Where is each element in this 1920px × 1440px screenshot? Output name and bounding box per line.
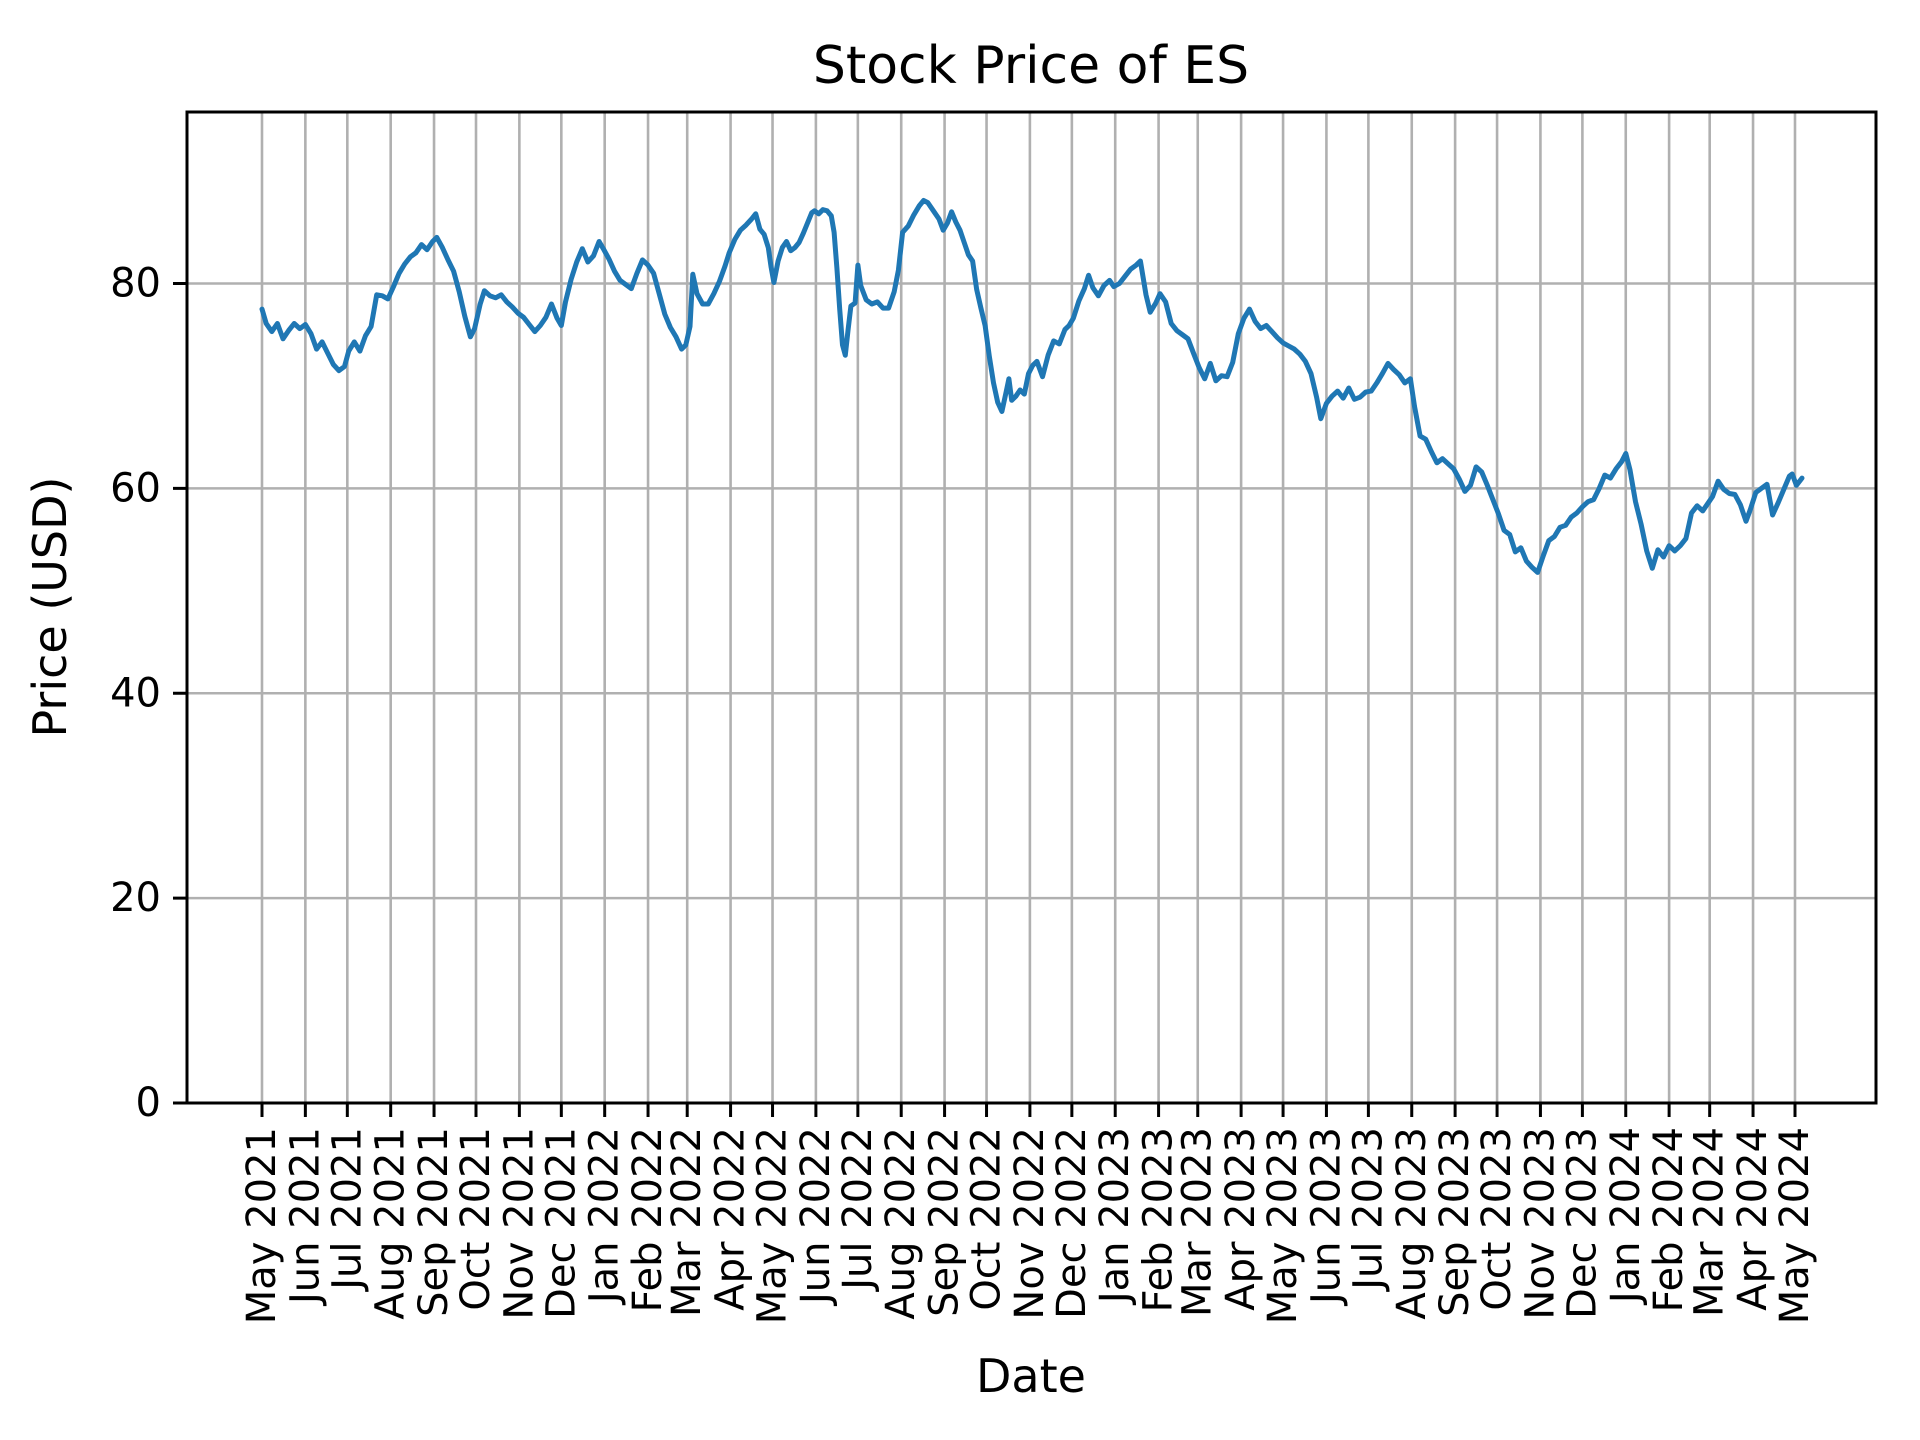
x-tick-label: Sep 2022 <box>922 1127 968 1317</box>
y-tick-label: 20 <box>110 875 161 921</box>
x-tick-label: Mar 2023 <box>1175 1127 1221 1317</box>
axes-layer <box>173 110 1878 1117</box>
x-tick-label: Apr 2023 <box>1218 1127 1264 1311</box>
y-tick-label: 60 <box>110 465 161 511</box>
x-tick-label: Jul 2021 <box>324 1127 370 1293</box>
x-tick-label: Aug 2021 <box>368 1127 414 1320</box>
x-tick-label: May 2024 <box>1772 1127 1818 1324</box>
x-tick-label: Jul 2023 <box>1345 1127 1391 1293</box>
x-tick-label: Jun 2021 <box>282 1127 328 1307</box>
x-tick-label: Dec 2022 <box>1049 1127 1095 1319</box>
x-tick-label: May 2021 <box>239 1127 285 1324</box>
x-tick-label: Feb 2023 <box>1136 1127 1182 1312</box>
x-tick-label: Oct 2022 <box>964 1127 1010 1311</box>
x-tick-label: May 2023 <box>1260 1127 1306 1324</box>
x-tick-label: Apr 2024 <box>1730 1127 1776 1311</box>
x-tick-label: Mar 2022 <box>664 1127 710 1317</box>
x-tick-label: Sep 2023 <box>1432 1127 1478 1317</box>
x-tick-label: Feb 2022 <box>625 1127 671 1312</box>
x-tick-label: Jul 2022 <box>835 1127 881 1293</box>
y-axis-label: Price (USD) <box>23 476 77 737</box>
price-line <box>259 198 1805 575</box>
x-tick-label: Jun 2023 <box>1303 1127 1349 1307</box>
x-tick-label: Oct 2023 <box>1474 1127 1520 1311</box>
y-tick-label: 80 <box>110 261 161 307</box>
x-tick-label: Apr 2022 <box>708 1127 754 1311</box>
x-tick-label: Jan 2023 <box>1092 1127 1138 1306</box>
x-tick-label: Nov 2021 <box>496 1127 542 1320</box>
x-tick-label: Feb 2024 <box>1646 1127 1692 1312</box>
x-axis-label: Date <box>976 1349 1086 1403</box>
series-layer <box>259 198 1805 575</box>
x-tick-label: Oct 2021 <box>453 1127 499 1311</box>
plot-frame <box>185 110 1878 1105</box>
x-tick-label: Aug 2023 <box>1389 1127 1435 1320</box>
x-tick-label: May 2022 <box>750 1127 796 1324</box>
x-tick-label: Jan 2024 <box>1603 1127 1649 1306</box>
x-tick-label: Dec 2021 <box>538 1127 584 1319</box>
y-tick-label: 0 <box>136 1080 161 1126</box>
y-tick-label: 40 <box>110 670 161 716</box>
x-tick-label: Jan 2022 <box>582 1127 628 1306</box>
x-tick-label: Nov 2022 <box>1007 1127 1053 1320</box>
x-tick-label: Mar 2024 <box>1687 1127 1733 1317</box>
x-tick-label: Aug 2022 <box>878 1127 924 1320</box>
x-tick-label: Jun 2022 <box>793 1127 839 1307</box>
chart-title: Stock Price of ES <box>813 36 1249 96</box>
x-tick-label: Nov 2023 <box>1517 1127 1563 1320</box>
x-tick-label: Dec 2023 <box>1559 1127 1605 1319</box>
grid-layer <box>187 112 1876 1105</box>
x-tick-label: Sep 2021 <box>411 1127 457 1317</box>
